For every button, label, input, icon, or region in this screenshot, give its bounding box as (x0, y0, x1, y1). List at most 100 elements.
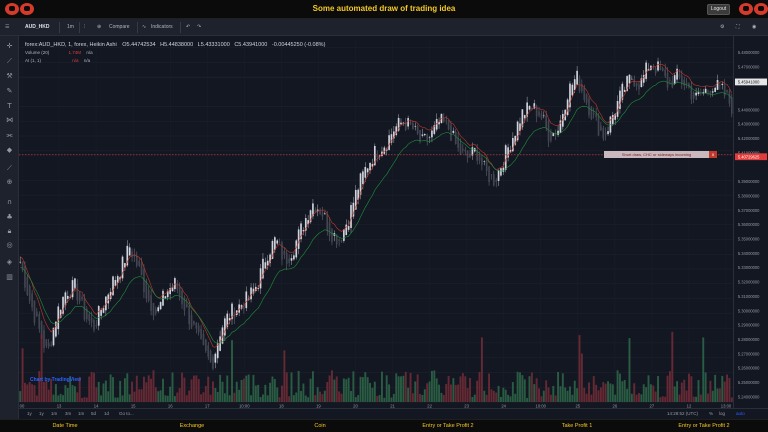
candle-body (557, 130, 559, 135)
fib-icon[interactable]: ⚒ (6, 72, 13, 80)
candle-body (276, 240, 279, 244)
arrow-left-icon[interactable]: ◆ (6, 146, 13, 154)
candle-body (545, 115, 548, 128)
volume-bar (40, 334, 43, 402)
lock-icon[interactable]: 🔒︎ (7, 227, 12, 235)
undo-icon[interactable]: ↶ (186, 24, 191, 30)
chart-type-icon[interactable]: ⫶ (84, 24, 86, 30)
screenshot-icon[interactable]: ◉ (752, 24, 757, 30)
range-button[interactable]: 1d (104, 411, 110, 416)
tradingview-watermark[interactable]: Chart by TradingView (30, 377, 82, 383)
range-button[interactable]: 1m (78, 411, 85, 416)
volume-bar (635, 394, 638, 402)
volume-bar (576, 388, 579, 402)
text-tool-icon[interactable]: T (7, 102, 12, 110)
candle-body (645, 62, 647, 79)
compare-icon[interactable]: ⊕ (97, 24, 102, 30)
layers-icon[interactable]: ◈ (6, 258, 13, 266)
volume-bar (235, 381, 238, 402)
volume-bar (207, 376, 210, 402)
candle-body (304, 218, 307, 231)
volume-bar (342, 378, 345, 402)
logout-button[interactable]: Logout (707, 4, 730, 15)
menu-icon[interactable]: ☰ (5, 24, 10, 30)
volume-bar (183, 377, 186, 402)
candle-body (664, 69, 667, 77)
indicators-button[interactable]: Indicators (151, 24, 173, 30)
crosshair-icon[interactable]: ✛ (6, 42, 13, 50)
trash-icon[interactable]: ▥ (6, 273, 13, 281)
volume-bar (426, 383, 429, 402)
range-button[interactable]: 5d (91, 411, 97, 416)
range-button[interactable]: 3m (65, 411, 72, 416)
ruler-icon[interactable]: ⟋ (7, 164, 12, 172)
compare-button[interactable]: Compare (109, 24, 130, 30)
symbol-search[interactable]: AUD_HKD (25, 24, 50, 30)
candle-body (85, 308, 88, 320)
percent-toggle[interactable]: % (709, 411, 714, 416)
candle-body (719, 84, 721, 86)
candle-body (404, 123, 407, 130)
volume-bar (159, 390, 162, 402)
indicators-icon[interactable]: ∿ (142, 24, 147, 30)
volume-bar (302, 383, 305, 402)
price-tick-label: 5.26000000 (738, 366, 760, 371)
candle-body (116, 276, 119, 283)
volume-bar (497, 385, 500, 402)
candle-body (28, 285, 31, 301)
candle-body (345, 224, 348, 236)
volume-bar (697, 380, 700, 402)
chart-plot-area[interactable]: 00 13 14 15 16 17 10:00 18 19 20 21 22 23 24 10:00 25 26… (19, 36, 733, 408)
goto-button[interactable]: Go to... (119, 411, 134, 416)
volume-bar (630, 393, 633, 402)
candle-body (33, 300, 36, 323)
volume-bar (378, 395, 381, 402)
range-button[interactable]: 1m (51, 411, 58, 416)
price-tick-label: 5.35000000 (738, 237, 760, 242)
candle-body (730, 97, 733, 114)
annotation-close-icon[interactable]: x (709, 151, 717, 158)
range-button[interactable]: 1y (27, 411, 32, 416)
magnet-icon[interactable]: ∩ (6, 198, 13, 206)
price-axis[interactable]: 5.480000005.470000005.460000005.45941000… (733, 36, 768, 408)
redo-icon[interactable]: ↷ (197, 24, 202, 30)
draw-mode-icon[interactable]: ♣ (6, 213, 13, 221)
volume-bar (140, 389, 143, 402)
range-button[interactable]: 1y (39, 411, 44, 416)
candle-body (216, 343, 219, 359)
candle-body (50, 344, 52, 347)
utc-clock[interactable]: 14:28:52 (UTC) (667, 411, 699, 416)
candle-body (354, 189, 357, 210)
volume-bar (438, 384, 441, 402)
volume-bar (419, 393, 421, 402)
settings-icon[interactable]: ⚙ (720, 24, 725, 30)
prediction-icon[interactable]: ⫘ (6, 131, 13, 139)
volume-bar (81, 397, 84, 402)
log-toggle[interactable]: log (719, 411, 726, 416)
volume-bar (347, 377, 350, 402)
candle-body (597, 115, 600, 136)
time-tick-label: 23 (464, 404, 469, 409)
price-tick-label: 5.32000000 (738, 280, 760, 285)
auto-toggle[interactable]: auto (736, 411, 745, 416)
fullscreen-icon[interactable]: ⛶ (736, 24, 740, 30)
trend-line-icon[interactable]: ⟋ (7, 57, 12, 65)
interval-button[interactable]: 1m (67, 24, 74, 30)
candle-body (412, 123, 414, 130)
volume-bar (150, 378, 153, 402)
candle-body (40, 321, 43, 339)
zoom-icon[interactable]: ⊕ (6, 178, 13, 186)
hide-icon[interactable]: ◎ (6, 241, 13, 249)
candle-body (526, 102, 528, 117)
brush-icon[interactable]: ✎ (6, 87, 13, 95)
candle-body (281, 242, 283, 260)
pattern-icon[interactable]: ⋈ (6, 116, 13, 124)
price-tick-label: 5.38000000 (738, 193, 760, 198)
volume-bar (259, 397, 262, 402)
volume-bar (616, 370, 619, 402)
toolbar-divider (79, 22, 80, 33)
trading-chart[interactable]: ☰ AUD_HKD 1m ⫶ ⊕ Compare ∿ Indicators ↶ … (0, 19, 768, 419)
volume-bar (526, 397, 529, 402)
candle-body (438, 121, 440, 125)
volume-bar (452, 378, 455, 402)
